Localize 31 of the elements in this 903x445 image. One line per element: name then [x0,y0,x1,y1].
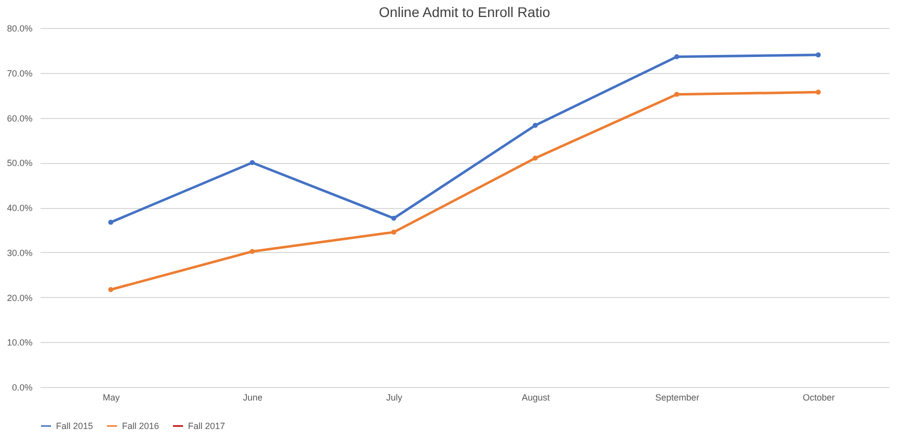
point [532,156,538,161]
point [250,248,255,254]
x-tick-label: June [242,392,263,402]
y-tick-label: 0.0% [12,382,32,392]
y-tick-label: 70.0% [6,68,32,78]
y-tick-label: 60.0% [6,113,32,124]
y-tick-label: 30.0% [6,248,32,258]
chart-title: Online Admit to Enroll Ratio [378,4,550,20]
point [816,52,821,58]
y-tick-label: 20.0% [6,292,32,303]
point [532,122,538,128]
point [108,287,114,292]
point [108,220,114,225]
point [250,160,255,166]
point [674,92,680,97]
y-tick-label: 40.0% [6,203,32,213]
point [816,90,821,95]
x-tick-label: July [386,392,403,402]
point [391,230,396,235]
y-tick-label: 10.0% [6,338,32,348]
legend-label: Fall 2015 [56,421,94,431]
point [674,54,680,60]
legend-label: Fall 2017 [188,421,226,431]
x-tick-label: September [655,392,700,402]
x-tick-label: August [522,392,550,402]
y-tick-label: 80.0% [6,24,32,34]
x-tick-label: October [802,392,835,402]
x-tick-label: May [102,392,120,402]
legend-label: Fall 2016 [122,421,160,431]
y-tick-label: 50.0% [6,158,32,168]
point [391,216,396,221]
